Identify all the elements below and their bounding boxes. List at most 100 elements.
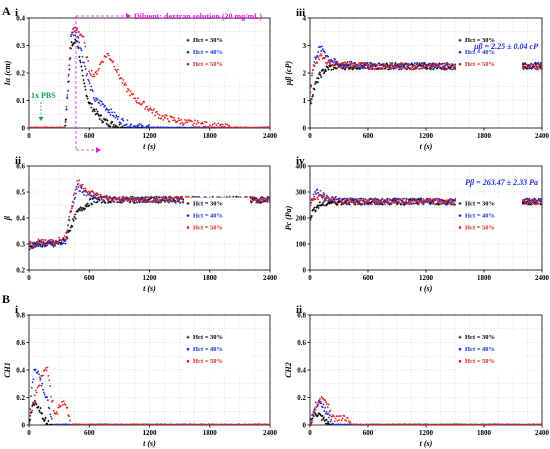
chart-Aii-data-point <box>97 193 99 196</box>
chart-Aiii-data-point <box>435 65 438 67</box>
chart-Aii-data-point <box>52 245 55 248</box>
chart-Aiii-data-point <box>526 67 529 70</box>
chart-Aiii-data-point <box>317 51 320 53</box>
chart-Ai-data-point <box>183 122 185 125</box>
chart-Ai-data-point <box>73 41 76 45</box>
chart-Aiii-data-point <box>416 61 419 65</box>
chart-Aii-data-point <box>77 186 80 189</box>
chart-Aiv-data-point <box>330 201 333 205</box>
chart-Aii-x-tick-label: 600 <box>84 274 95 282</box>
chart-Ai-data-point <box>91 90 94 92</box>
chart-Ai-data-point <box>89 102 92 105</box>
chart-Aiv-data-point <box>382 201 385 203</box>
chart-Ai-data-point <box>99 104 102 107</box>
chart-Ai-data-point <box>78 59 82 62</box>
chart-Aii-data-point <box>75 185 78 188</box>
chart-Ai-data-point <box>96 110 99 113</box>
chart-Ai-x-axis-label: t (s) <box>143 142 156 151</box>
chart-Ai-grid <box>29 18 270 128</box>
chart-Aiv-data-point <box>446 199 449 202</box>
chart-Ai-data-point <box>84 67 87 70</box>
chart-Ai-data-point <box>204 125 207 128</box>
chart-Ai-data-point <box>221 125 223 128</box>
chart-Aiii-data-point <box>372 63 375 65</box>
chart-Aiii-data-point <box>540 65 542 67</box>
chart-Aii-data-point <box>65 232 68 235</box>
chart-Bi-data-point <box>50 395 52 398</box>
chart-Ai-legend-label: Hct = 50% <box>193 61 223 68</box>
chart-Aii-data-point <box>62 242 65 245</box>
chart-Aiv-data-point <box>393 202 395 204</box>
chart-Aiii-data-point <box>314 56 316 59</box>
chart-Ai-data-point <box>133 127 136 128</box>
chart-Aiv-panel-label: iv <box>296 155 305 167</box>
chart-Aii-data-point <box>154 201 158 204</box>
chart-Aiii-data-point <box>539 62 542 64</box>
chart-Aiii-data-point <box>332 66 336 69</box>
chart-Ai-data-point <box>138 102 141 104</box>
chart-Aiv-data-point <box>390 202 393 205</box>
chart-Bi-x-tick-label: 0 <box>27 429 31 437</box>
chart-Aii-data-point <box>109 197 112 200</box>
chart-Aiii-data-point <box>321 48 324 50</box>
chart-Aiii-data-point <box>384 64 387 67</box>
chart-Bii-data-point <box>321 414 324 418</box>
chart-Aii-data-point <box>164 199 167 202</box>
chart-Bi-data-point <box>40 412 44 415</box>
chart-Ai-data-point <box>76 35 79 38</box>
chart-Ai-data-point <box>84 45 87 48</box>
chart-Ai-data-point <box>102 61 105 63</box>
chart-Aiv-data-point <box>341 198 343 200</box>
chart-Bi-y-tick-label: 0.4 <box>16 367 25 375</box>
chart-Aiii-data-point <box>337 66 340 69</box>
chart-Aiii-data-point <box>443 62 446 65</box>
chart-Aii-y-tick-label: 0.2 <box>16 267 25 275</box>
chart-Aiii-data-point <box>532 63 535 66</box>
chart-Ai-data-point <box>86 56 89 58</box>
chart-Aiii-data-point <box>448 63 451 66</box>
chart-Aii-data-point <box>43 242 46 245</box>
chart-Aii-data-point <box>45 241 48 244</box>
chart-Aiii-data-point <box>370 68 373 71</box>
chart-Aiii-data-point <box>523 66 526 69</box>
chart-Bi-data-point <box>41 382 44 385</box>
chart-Aiv-data-point <box>322 201 325 204</box>
chart-Aiv-data-point <box>438 200 441 203</box>
chart-Aii-data-point <box>159 201 162 204</box>
chart-Aiv-data-point <box>534 198 537 201</box>
chart-Bi-data-point <box>41 417 44 420</box>
chart-Ai-panel-label: i <box>15 7 18 19</box>
chart-Bi-data-point <box>34 401 37 405</box>
chart-Ai-data-point <box>115 114 118 117</box>
chart-Ai-data-point <box>116 118 119 120</box>
chart-Aiv-data-point <box>344 199 347 202</box>
chart-Bi-data-point <box>42 388 44 391</box>
chart-Bi-data-point <box>57 406 60 409</box>
chart-Aii-data-point <box>157 196 160 198</box>
chart-Bi-data-point <box>47 374 50 377</box>
chart-Bi-data-point <box>34 389 37 392</box>
chart-Aiv-y-tick-label: 300 <box>296 189 307 197</box>
chart-Aiii-data-point <box>311 74 313 77</box>
chart-Aiv-data-point <box>427 200 430 203</box>
chart-Ai-data-point <box>141 126 144 128</box>
chart-Ai-data-point <box>80 49 83 52</box>
chart-Aii-legend: Hct = 30%Hct = 40%Hct = 50% <box>184 197 250 240</box>
chart-Ai-data-point <box>93 98 96 101</box>
chart-Aiv-data-point <box>375 200 378 202</box>
chart-Bi-data-point <box>36 372 39 375</box>
chart-Ai-data-point <box>125 126 128 128</box>
chart-Aii-data-point <box>34 245 37 248</box>
chart-Bii-data-point <box>324 419 327 422</box>
chart-Aii-data-point <box>90 203 94 206</box>
chart-Aii-data-point <box>109 201 113 204</box>
chart-Aiii-data-point <box>522 68 525 71</box>
chart-Aii-data-point <box>39 245 42 248</box>
chart-Aiii-data-point <box>406 67 409 70</box>
chart-Bi-data-point <box>64 404 67 406</box>
chart-Bii-data-point <box>329 423 332 425</box>
chart-Aiv-data-point <box>401 200 404 203</box>
chart-Bi-data-point <box>29 414 32 417</box>
chart-Aii-data-point <box>38 243 41 245</box>
